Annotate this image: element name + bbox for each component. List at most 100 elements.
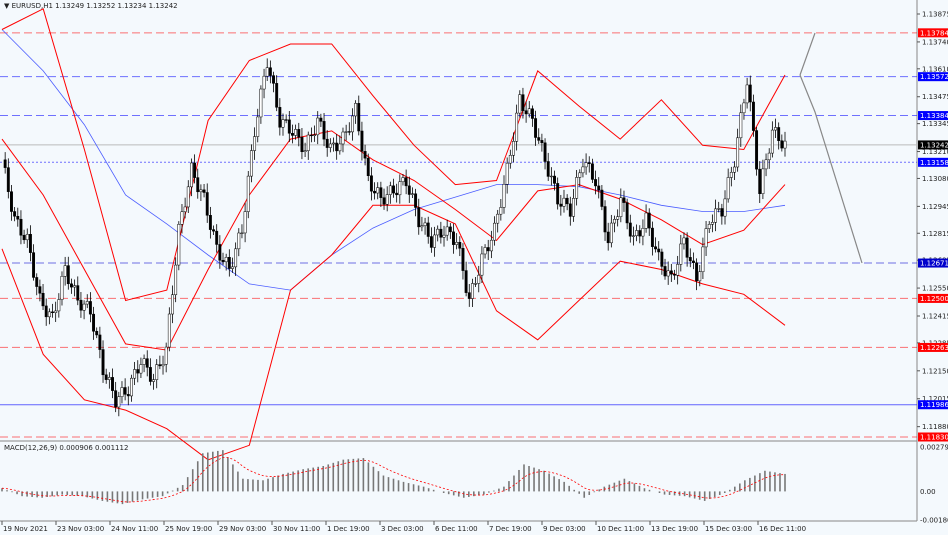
x-tick-label: 23 Nov 03:00 [57, 525, 104, 533]
candle [622, 190, 626, 212]
candle [429, 227, 433, 253]
candle [676, 255, 680, 285]
candle [663, 258, 667, 280]
candle [770, 121, 774, 158]
candle [581, 158, 585, 178]
level-label: 1.11830 [920, 434, 948, 442]
candle [104, 368, 108, 384]
candle [442, 225, 446, 247]
candle [654, 237, 658, 253]
candle [632, 226, 635, 246]
candle [704, 220, 708, 257]
candle [139, 357, 143, 379]
macd-y-tick-label: 0.00 [920, 488, 936, 496]
candle [433, 226, 436, 257]
candle [54, 301, 58, 322]
candle [300, 127, 304, 160]
candle [527, 101, 531, 118]
level-label: 1.13784 [920, 29, 948, 37]
candle [297, 122, 301, 147]
candle [133, 361, 137, 386]
candle [584, 153, 588, 175]
candle [388, 181, 392, 204]
candle [733, 161, 736, 180]
candle [565, 194, 569, 211]
candle [88, 292, 92, 323]
y-tick-label: 1.13345 [922, 120, 948, 128]
candle [448, 223, 452, 239]
candle [496, 209, 500, 233]
candle [594, 170, 598, 195]
candle [489, 230, 493, 259]
candle [237, 228, 241, 257]
chart-title: ▼ EURUSD,H1 1.13249 1.13252 1.13234 1.13… [4, 2, 178, 10]
candle [126, 386, 130, 406]
candle [152, 373, 155, 390]
candle [691, 252, 695, 270]
candle [208, 206, 212, 239]
candle [755, 126, 759, 176]
candle [549, 167, 553, 186]
candle [10, 184, 13, 221]
candle [698, 264, 702, 287]
candle [189, 158, 193, 197]
candle [171, 285, 174, 324]
candle [164, 342, 168, 373]
candle [120, 381, 124, 404]
candle [284, 114, 288, 124]
candle [414, 188, 418, 217]
candle [63, 256, 67, 286]
bollinger-upper-line [1, 8, 786, 302]
candle [85, 294, 89, 309]
candle [638, 225, 642, 244]
candle [534, 110, 538, 146]
candle [650, 221, 654, 256]
candle [467, 283, 471, 307]
candle [142, 354, 146, 373]
candle [401, 174, 405, 186]
candle [578, 169, 582, 187]
candle [76, 276, 80, 306]
candle [445, 219, 449, 241]
candle [369, 167, 373, 201]
candle [685, 232, 689, 267]
candle [193, 154, 197, 184]
candle [562, 189, 566, 213]
level-badge [918, 157, 948, 167]
candle [338, 135, 342, 155]
level-label: 1.12671 [920, 260, 948, 268]
moving-average-line [1, 29, 786, 291]
candle [590, 158, 594, 183]
candle [575, 170, 579, 206]
candle [351, 108, 354, 141]
y-tick-label: 1.12945 [922, 203, 948, 211]
candle [673, 269, 676, 280]
candle [111, 368, 114, 399]
candle [328, 138, 332, 153]
candle [382, 188, 386, 210]
candle [783, 131, 787, 157]
candle [22, 229, 26, 244]
candle [726, 168, 730, 203]
macd-label: MACD(12,26,9) 0.000906 0.001112 [4, 444, 129, 452]
candle [707, 221, 711, 234]
candle [521, 87, 525, 119]
projection-arrow-down[interactable] [799, 74, 863, 264]
candle [518, 90, 522, 118]
x-tick-label: 24 Nov 11:00 [111, 525, 158, 533]
projection-arrow-up[interactable] [799, 32, 816, 76]
candle [25, 228, 29, 248]
candle [410, 187, 414, 198]
x-tick-label: 30 Nov 11:00 [273, 525, 320, 533]
level-badge [918, 72, 948, 82]
candle [306, 131, 310, 160]
current-price-badge [918, 140, 948, 150]
candle [287, 111, 291, 143]
candle [363, 144, 367, 166]
candle [92, 306, 96, 340]
candle [739, 104, 743, 147]
candle [231, 257, 234, 273]
candle [218, 235, 222, 269]
candle [748, 75, 752, 112]
